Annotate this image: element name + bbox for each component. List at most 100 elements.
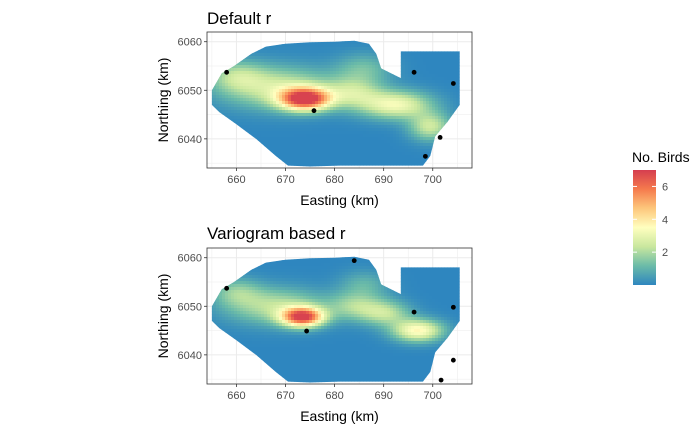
- raster-cell: [315, 113, 319, 117]
- raster-cell: [447, 83, 451, 87]
- raster-cell: [348, 143, 352, 147]
- raster-cell: [417, 158, 421, 162]
- raster-cell: [369, 143, 373, 147]
- raster-cell: [234, 122, 238, 126]
- raster-cell: [390, 146, 394, 150]
- raster-cell: [291, 47, 295, 51]
- raster-cell: [438, 98, 442, 102]
- raster-cell: [378, 143, 382, 147]
- raster-cell: [315, 122, 319, 126]
- raster-cell: [393, 101, 397, 105]
- raster-cell: [435, 131, 439, 135]
- raster-cell: [237, 281, 241, 285]
- raster-cell: [336, 53, 340, 57]
- raster-cell: [249, 290, 253, 294]
- raster-cell: [387, 95, 391, 99]
- raster-cell: [255, 137, 259, 141]
- raster-cell: [363, 116, 367, 120]
- raster-cell: [330, 149, 334, 153]
- raster-cell: [321, 89, 325, 93]
- raster-cell: [258, 329, 262, 333]
- raster-cell: [387, 86, 391, 90]
- raster-cell: [393, 110, 397, 114]
- raster-cell: [351, 95, 355, 99]
- raster-cell: [279, 77, 283, 81]
- raster-cell: [399, 86, 403, 90]
- raster-cell: [378, 122, 382, 126]
- raster-cell: [348, 44, 352, 48]
- raster-cell: [405, 62, 409, 66]
- raster-cell: [258, 122, 262, 126]
- x-tick-label: 680: [325, 174, 343, 186]
- raster-cell: [360, 137, 364, 141]
- raster-cell: [243, 320, 247, 324]
- raster-cell: [327, 47, 331, 51]
- raster-cell: [318, 71, 322, 75]
- raster-cell: [312, 41, 316, 45]
- raster-cell: [429, 137, 433, 141]
- raster-cell: [372, 140, 376, 144]
- raster-cell: [306, 83, 310, 87]
- raster-cell: [384, 98, 388, 102]
- raster-cell: [327, 74, 331, 78]
- raster-cell: [252, 284, 256, 288]
- raster-cell: [381, 110, 385, 114]
- raster-cell: [306, 119, 310, 123]
- raster-cell: [267, 110, 271, 114]
- raster-cell: [396, 83, 400, 87]
- raster-cell: [426, 95, 430, 99]
- raster-cell: [414, 56, 418, 60]
- raster-cell: [276, 134, 280, 138]
- raster-cell: [393, 89, 397, 93]
- raster-cell: [429, 131, 433, 135]
- raster-cell: [357, 86, 361, 90]
- raster-cell: [456, 92, 460, 96]
- raster-cell: [435, 107, 439, 111]
- raster-cell: [291, 161, 295, 165]
- raster-cell: [399, 122, 403, 126]
- raster-cell: [456, 53, 460, 57]
- raster-cell: [369, 140, 373, 144]
- raster-cell: [402, 122, 406, 126]
- raster-cell: [441, 77, 445, 81]
- raster-cell: [231, 332, 235, 336]
- raster-cell: [447, 50, 451, 54]
- raster-cell: [211, 89, 214, 93]
- raster-cell: [429, 92, 433, 96]
- raster-cell: [258, 314, 262, 318]
- raster-cell: [306, 152, 310, 156]
- raster-cell: [411, 101, 415, 105]
- raster-cell: [324, 161, 328, 165]
- raster-cell: [267, 104, 271, 108]
- raster-cell: [243, 80, 247, 84]
- raster-cell: [249, 128, 253, 132]
- raster-cell: [345, 164, 349, 167]
- raster-cell: [336, 122, 340, 126]
- raster-cell: [312, 71, 316, 75]
- raster-cell: [255, 119, 259, 123]
- raster-cell: [318, 77, 322, 81]
- raster-cell: [342, 116, 346, 120]
- raster-cell: [294, 83, 298, 87]
- raster-cell: [258, 110, 262, 114]
- raster-cell: [240, 302, 244, 306]
- raster-cell: [321, 113, 325, 117]
- raster-cell: [276, 110, 280, 114]
- raster-cell: [381, 89, 385, 93]
- raster-cell: [249, 65, 253, 69]
- raster-cell: [297, 134, 301, 138]
- raster-cell: [288, 44, 292, 48]
- raster-cell: [309, 104, 313, 108]
- raster-cell: [303, 56, 307, 60]
- raster-cell: [402, 143, 406, 147]
- raster-cell: [432, 125, 436, 129]
- raster-cell: [285, 95, 289, 99]
- raster-cell: [375, 80, 379, 84]
- raster-cell: [429, 77, 433, 81]
- raster-cell: [300, 125, 304, 129]
- raster-cell: [327, 128, 331, 132]
- raster-cell: [459, 95, 460, 99]
- raster-cell: [243, 281, 247, 285]
- raster-cell: [300, 122, 304, 126]
